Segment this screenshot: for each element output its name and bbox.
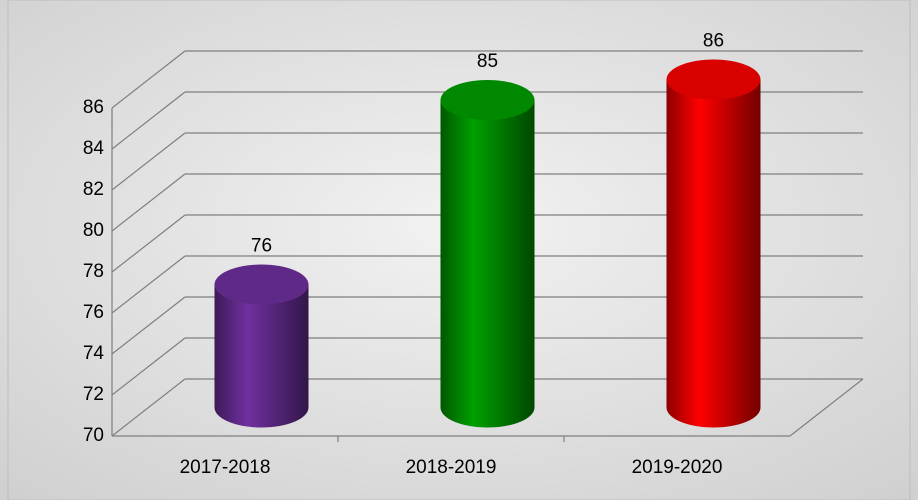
grid-line [111, 378, 186, 437]
grid-line [111, 50, 186, 109]
x-tick-label: 2018-2019 [406, 457, 497, 478]
grid-line [111, 214, 186, 273]
bar-top [440, 80, 535, 120]
floor-edge [789, 378, 864, 437]
y-tick-label: 78 [83, 261, 104, 282]
data-label: 86 [703, 31, 724, 52]
y-tick-label: 72 [83, 384, 104, 405]
bar-body [666, 79, 761, 428]
data-label: 76 [251, 236, 272, 257]
bar [666, 59, 761, 428]
y-tick-label: 74 [83, 343, 105, 364]
bar-top [666, 59, 761, 100]
x-tick-label: 2017-2018 [180, 457, 271, 478]
bar [214, 264, 309, 428]
bar-top [214, 264, 309, 305]
grid-line [111, 337, 186, 396]
grid-line [111, 255, 186, 314]
y-tick-label: 80 [83, 220, 104, 241]
y-tick-label: 76 [83, 302, 104, 323]
bar-body [440, 100, 535, 428]
grid-line [111, 132, 186, 191]
data-label: 85 [477, 51, 498, 72]
y-tick-label: 82 [83, 179, 104, 200]
grid-line [111, 91, 186, 150]
x-tick-label: 2019-2020 [632, 457, 723, 478]
grid-line [111, 296, 186, 355]
y-tick-label: 84 [83, 138, 105, 159]
grid-line [111, 173, 186, 232]
y-tick-label: 86 [83, 97, 104, 118]
frame [7, 0, 911, 500]
y-tick-label: 70 [83, 425, 104, 446]
bar [440, 80, 535, 428]
bar-body [214, 284, 309, 428]
